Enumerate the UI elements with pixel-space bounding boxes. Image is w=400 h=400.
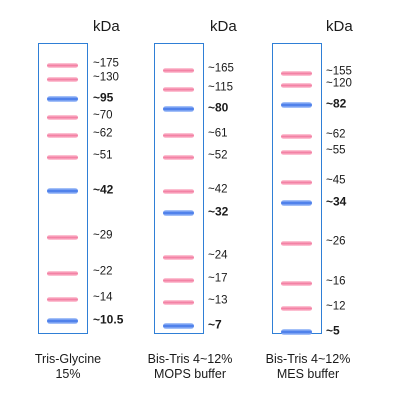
marker-band: [163, 210, 194, 216]
caption-line-2: MES buffer: [276, 367, 340, 381]
ladder-caption: Bis-Tris 4~12% MOPS buffer: [130, 352, 250, 382]
molecular-weight-label: ~80: [208, 100, 229, 115]
marker-band: [281, 133, 312, 139]
ladder-panel-tris-glycine: kDa Tris-Glycine 15% ~175 ~130 ~95 ~70 ~62 ~5…: [0, 0, 130, 400]
molecular-weight-label: ~42: [208, 183, 228, 196]
marker-band: [47, 296, 78, 302]
marker-band: [163, 299, 194, 305]
caption-line-1: Bis-Tris 4~12%: [147, 352, 233, 366]
molecular-weight-label: ~51: [93, 149, 113, 162]
molecular-weight-label: ~42: [93, 182, 114, 197]
marker-band: [163, 323, 194, 329]
marker-band: [163, 86, 194, 92]
marker-band: [163, 254, 194, 260]
marker-band: [281, 305, 312, 311]
molecular-weight-label: ~34: [326, 194, 347, 209]
molecular-weight-label: ~5: [326, 323, 340, 338]
caption-line-2: 15%: [55, 367, 81, 381]
marker-band: [163, 154, 194, 160]
molecular-weight-label: ~175: [93, 57, 119, 70]
molecular-weight-label: ~120: [326, 77, 352, 90]
ladder-panel-mops: kDa Bis-Tris 4~12% MOPS buffer ~165 ~115 ~…: [0, 0, 237, 400]
molecular-weight-label: ~45: [326, 174, 346, 187]
marker-band: [281, 102, 312, 108]
marker-band: [281, 70, 312, 76]
molecular-weight-label: ~55: [326, 144, 346, 157]
marker-band: [281, 82, 312, 88]
molecular-weight-label: ~62: [326, 128, 346, 141]
marker-band: [281, 149, 312, 155]
marker-band: [47, 270, 78, 276]
marker-band: [47, 318, 78, 324]
molecular-weight-label: ~16: [326, 275, 346, 288]
marker-band: [47, 76, 78, 82]
molecular-weight-label: ~22: [93, 265, 113, 278]
molecular-weight-label: ~95: [93, 90, 114, 105]
molecular-weight-label: ~7: [208, 317, 222, 332]
marker-band: [47, 62, 78, 68]
marker-band: [47, 188, 78, 194]
molecular-weight-label: ~29: [93, 229, 113, 242]
marker-band: [281, 179, 312, 185]
molecular-weight-label: ~17: [208, 272, 228, 285]
molecular-weight-label: ~165: [208, 62, 234, 75]
gel-lane: [272, 43, 322, 335]
unit-label: kDa: [210, 18, 237, 35]
unit-label: kDa: [326, 18, 353, 35]
marker-band: [47, 154, 78, 160]
marker-band: [281, 329, 312, 335]
molecular-weight-label: ~26: [326, 235, 346, 248]
marker-band: [281, 240, 312, 246]
molecular-weight-label: ~52: [208, 149, 228, 162]
marker-band: [163, 277, 194, 283]
molecular-weight-label: ~24: [208, 249, 228, 262]
caption-line-1: Tris-Glycine: [34, 352, 102, 366]
marker-band: [163, 67, 194, 73]
molecular-weight-label: ~32: [208, 204, 229, 219]
ladder-caption: Tris-Glycine 15%: [18, 352, 118, 382]
ladder-panel-mes: kDa Bis-Tris 4~12% MES buffer ~155 ~120 ~8…: [0, 0, 353, 400]
molecular-weight-label: ~12: [326, 300, 346, 313]
gel-lane: [38, 43, 88, 334]
ladder-caption: Bis-Tris 4~12% MES buffer: [248, 352, 368, 382]
unit-label: kDa: [93, 18, 120, 35]
caption-line-1: Bis-Tris 4~12%: [265, 352, 351, 366]
molecular-weight-label: ~155: [326, 65, 352, 78]
marker-band: [281, 280, 312, 286]
marker-band: [281, 200, 312, 206]
molecular-weight-label: ~115: [208, 81, 234, 94]
molecular-weight-label: ~70: [93, 109, 113, 122]
marker-band: [47, 114, 78, 120]
marker-band: [47, 234, 78, 240]
molecular-weight-label: ~13: [208, 294, 228, 307]
gel-lane: [154, 43, 204, 334]
molecular-weight-label: ~62: [93, 127, 113, 140]
caption-line-2: MOPS buffer: [153, 367, 227, 381]
marker-band: [47, 96, 78, 102]
molecular-weight-label: ~61: [208, 127, 228, 140]
marker-band: [163, 188, 194, 194]
molecular-weight-label: ~82: [326, 96, 347, 111]
marker-band: [47, 132, 78, 138]
marker-band: [163, 132, 194, 138]
molecular-weight-label: ~14: [93, 291, 113, 304]
marker-band: [163, 106, 194, 112]
molecular-weight-label: ~10.5: [93, 312, 124, 327]
molecular-weight-label: ~130: [93, 71, 119, 84]
